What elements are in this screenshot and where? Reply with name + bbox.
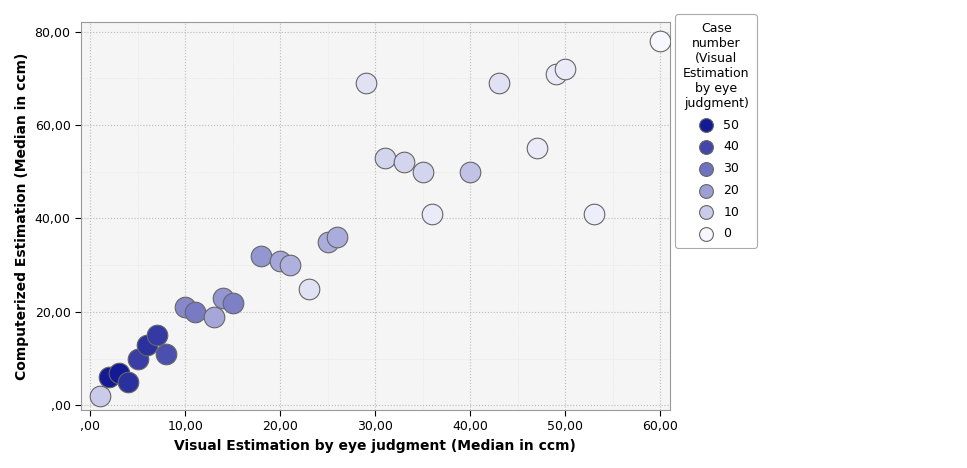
Point — [462, 168, 478, 176]
Point — [282, 262, 298, 269]
Point — [653, 37, 668, 44]
Point — [139, 341, 155, 348]
Point — [253, 252, 269, 260]
Point — [586, 210, 601, 218]
Point — [216, 294, 231, 302]
Point — [557, 65, 572, 73]
Point — [149, 331, 164, 339]
Point — [396, 159, 412, 166]
Point — [159, 350, 174, 358]
Point — [206, 313, 221, 320]
Point — [425, 210, 440, 218]
Point — [301, 285, 316, 292]
Point — [121, 378, 136, 386]
Point — [529, 145, 544, 152]
Point — [415, 168, 430, 176]
Point — [377, 154, 393, 161]
X-axis label: Visual Estimation by eye judgment (Median in ccm): Visual Estimation by eye judgment (Media… — [174, 439, 576, 453]
Y-axis label: Computerized Estimation (Median in ccm): Computerized Estimation (Median in ccm) — [15, 52, 29, 380]
Point — [188, 308, 203, 315]
Point — [92, 392, 107, 400]
Point — [178, 303, 193, 311]
Point — [548, 70, 564, 77]
Point — [102, 373, 117, 381]
Point — [320, 238, 336, 246]
Point — [330, 234, 345, 241]
Point — [225, 299, 241, 306]
Legend: 50, 40, 30, 20, 10, 0: 50, 40, 30, 20, 10, 0 — [676, 15, 757, 248]
Point — [111, 369, 127, 376]
Point — [131, 355, 146, 362]
Point — [273, 257, 288, 264]
Point — [358, 79, 373, 87]
Point — [491, 79, 507, 87]
